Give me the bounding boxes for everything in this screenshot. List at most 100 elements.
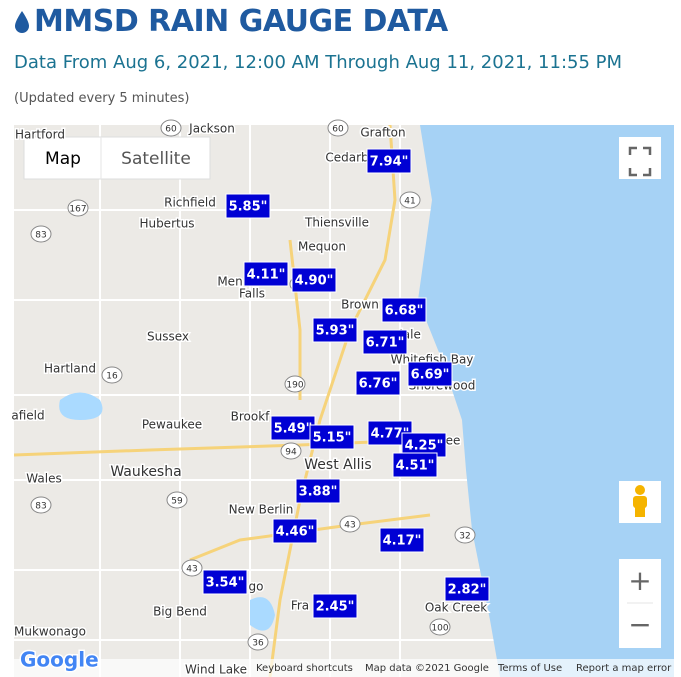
place-label: Falls: [239, 287, 265, 301]
road-shield: [160, 119, 182, 137]
place-label: Thiensville: [304, 216, 369, 230]
road-shield: [247, 633, 269, 651]
gauge-value: 4.11": [247, 268, 286, 283]
gauge-value: 4.17": [383, 534, 422, 549]
place-label: Hartford: [15, 128, 65, 142]
footer-bg: [14, 659, 674, 677]
road-shield: [101, 366, 123, 384]
gauge-marker[interactable]: [362, 329, 408, 355]
place-label: Brown: [341, 298, 379, 312]
shield-number: 41: [404, 197, 415, 207]
gauge-value: 4.77": [371, 427, 410, 442]
fullscreen-icon: [628, 146, 652, 177]
place-label: Fra: [291, 599, 309, 613]
google-logo: Google: [20, 648, 99, 672]
road-shield: [399, 191, 421, 209]
place-label: Cedarb: [325, 151, 368, 165]
gauge-value: 4.51": [396, 459, 435, 474]
footer-link[interactable]: Terms of Use: [497, 663, 562, 674]
gauge-value: 3.88": [299, 485, 338, 500]
shield-number: 100: [431, 624, 448, 634]
title: MMSD RAIN GAUGE DATA: [14, 4, 448, 39]
gauge-marker[interactable]: [392, 452, 438, 478]
shield-number: 83: [35, 231, 46, 241]
place-label: West Allis: [304, 457, 371, 473]
place-label: New Berlin: [229, 503, 294, 517]
gauge-marker[interactable]: [407, 361, 453, 387]
place-label: Wales: [26, 472, 61, 486]
update-note: (Updated every 5 minutes): [14, 91, 190, 106]
shield-number: 94: [285, 448, 297, 458]
place-label: Pewaukee: [142, 418, 202, 432]
map-button[interactable]: Map: [45, 149, 81, 169]
gauge-value: 5.15": [313, 431, 352, 446]
footer-link[interactable]: Keyboard shortcuts: [256, 663, 353, 674]
place-label: afield: [11, 409, 44, 423]
gauge-marker[interactable]: [312, 317, 358, 343]
shield-number: 43: [186, 565, 197, 575]
place-label: Brookf: [231, 410, 271, 424]
gauge-marker[interactable]: [355, 370, 401, 396]
fullscreen-button[interactable]: [619, 137, 661, 179]
gauge-marker[interactable]: [272, 518, 318, 544]
gauge-marker[interactable]: [202, 569, 248, 595]
place-label: ee: [446, 434, 461, 448]
map-type-control: [23, 136, 211, 180]
gauge-value: 6.71": [366, 336, 405, 351]
place-label: Mukwonago: [14, 625, 86, 639]
gauge-marker[interactable]: [381, 297, 427, 323]
road-shield: [429, 618, 451, 636]
gauge-marker[interactable]: [444, 576, 490, 602]
pegman-icon: [633, 485, 647, 517]
place-label: Waukesha: [110, 464, 181, 480]
place-label: Mequon: [298, 240, 346, 254]
place-label: Richfield: [164, 196, 216, 210]
drop-icon: [15, 11, 29, 33]
gauge-value: 6.76": [359, 377, 398, 392]
gauge-value: 4.90": [295, 274, 334, 289]
gauge-value: 5.85": [229, 200, 268, 215]
place-label: Oak Creek: [425, 601, 487, 615]
gauge-value: 5.49": [274, 422, 313, 437]
road-shield: [67, 199, 89, 217]
gauge-marker[interactable]: [309, 424, 355, 450]
gauge-value: 2.45": [316, 600, 355, 615]
shield-number: 16: [106, 372, 118, 382]
shield-number: 43: [344, 521, 355, 531]
road-shield: [284, 375, 306, 393]
shield-number: 32: [459, 532, 470, 542]
gauge-marker[interactable]: [243, 261, 289, 287]
road-shield: [181, 559, 203, 577]
place-label: go: [249, 580, 264, 594]
zoom-in-button[interactable]: +: [628, 564, 651, 597]
gauge-marker[interactable]: [379, 527, 425, 553]
place-label: Hartland: [44, 362, 96, 376]
satellite-button[interactable]: Satellite: [121, 149, 191, 169]
road-shield: [30, 496, 52, 514]
road-shield: [454, 526, 476, 544]
gauge-marker[interactable]: [225, 193, 271, 219]
place-label: Hubertus: [139, 217, 194, 231]
gauge-marker[interactable]: [295, 478, 341, 504]
road-shield: [30, 225, 52, 243]
gauge-marker[interactable]: [366, 148, 412, 174]
gauge-value: 4.25": [405, 439, 444, 454]
zoom-out-button[interactable]: −: [628, 608, 651, 641]
place-label: Sussex: [147, 330, 189, 344]
shield-number: 190: [286, 381, 303, 391]
shield-number: 167: [69, 205, 86, 215]
place-label: Big Bend: [153, 605, 207, 619]
shield-number: 36: [252, 639, 264, 649]
shield-number: 60: [165, 125, 177, 135]
place-label: Jackson: [188, 122, 235, 136]
footer-link: Map data ©2021 Google: [365, 663, 489, 674]
gauge-value: 4.46": [276, 525, 315, 540]
gauge-value: 2.82": [448, 583, 487, 598]
road-shield: [327, 119, 349, 137]
place-label: Men: [217, 275, 242, 289]
footer-link[interactable]: Report a map error: [576, 663, 672, 674]
gauge-marker[interactable]: [312, 593, 358, 619]
gauge-marker[interactable]: [291, 267, 337, 293]
